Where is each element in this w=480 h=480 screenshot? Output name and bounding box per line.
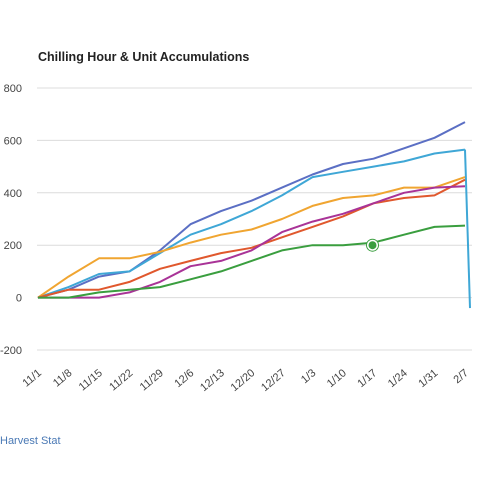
x-tick-label: 12/20 <box>229 367 258 394</box>
bottom-link-fragment[interactable]: Harvest Stat <box>0 435 61 447</box>
grid-lines <box>37 87 472 351</box>
x-tick-label: 1/24 <box>386 367 410 390</box>
y-axis-ticks: 800 600 400 200 0 -200 <box>0 83 22 357</box>
y-tick-label: 600 <box>4 135 22 147</box>
series-drop-line <box>464 149 471 309</box>
y-tick-label: 200 <box>4 240 22 252</box>
x-tick-label: 1/3 <box>299 367 318 386</box>
x-tick-label: 1/17 <box>355 367 379 390</box>
x-tick-label: 12/6 <box>172 367 196 390</box>
x-tick-label: 1/10 <box>325 367 349 390</box>
highlight-markers <box>366 238 379 252</box>
series-line <box>38 224 466 299</box>
chart-title: Chilling Hour & Unit Accumulations <box>38 50 250 64</box>
series-line <box>37 176 466 299</box>
x-tick-label: 2/7 <box>451 367 470 386</box>
y-tick-label: 0 <box>16 293 22 305</box>
y-tick-label: -200 <box>0 345 22 357</box>
x-tick-label: 11/1 <box>20 367 43 389</box>
x-tick-label: 12/13 <box>198 367 227 394</box>
series-lines <box>37 121 471 309</box>
x-tick-label: 11/22 <box>107 367 135 393</box>
series-line <box>37 178 466 299</box>
x-axis-ticks: 11/1 11/8 11/15 11/22 11/29 12/6 12/13 12/20 12/… <box>20 367 470 394</box>
series-line <box>38 185 466 299</box>
x-tick-label: 12/27 <box>259 367 288 394</box>
y-tick-label: 800 <box>4 83 22 95</box>
highlight-marker-dot[interactable] <box>368 241 377 250</box>
x-tick-label: 1/31 <box>416 367 440 390</box>
y-tick-label: 400 <box>4 188 22 200</box>
x-tick-label: 11/8 <box>51 367 74 389</box>
x-tick-label: 11/29 <box>138 367 166 393</box>
series-line <box>37 148 466 299</box>
x-tick-label: 11/15 <box>77 367 105 393</box>
series-line <box>37 121 466 299</box>
